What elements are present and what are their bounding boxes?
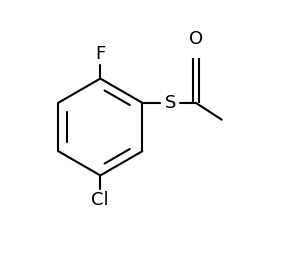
Text: O: O	[189, 30, 203, 49]
Text: F: F	[95, 45, 105, 64]
Text: S: S	[165, 94, 176, 112]
Text: Cl: Cl	[92, 190, 109, 209]
